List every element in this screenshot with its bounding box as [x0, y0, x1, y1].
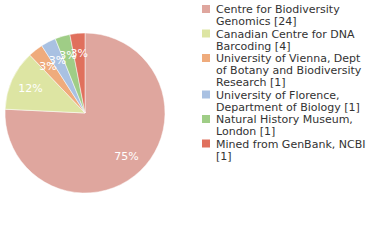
legend-label: Natural History Museum,London [1]: [216, 113, 353, 138]
legend-swatch: [202, 5, 210, 13]
legend-label: Centre for BiodiversityGenomics [24]: [216, 3, 340, 28]
legend-swatch: [202, 115, 210, 123]
legend-line: [1]: [216, 150, 232, 163]
data-label: 75%: [114, 150, 138, 163]
slice: [5, 33, 165, 193]
legend-line: Barcoding [4]: [216, 40, 290, 53]
legend-label: University of Florence,Department of Bio…: [216, 89, 360, 114]
legend-line: Mined from GenBank, NCBI: [216, 138, 365, 151]
legend-swatch: [202, 54, 210, 62]
legend-swatch: [202, 91, 210, 99]
data-label: 12%: [18, 82, 42, 95]
pie: [5, 33, 165, 193]
chart: 75%12%3%3%3%3%Centre for BiodiversityGen…: [0, 0, 380, 240]
legend: Centre for BiodiversityGenomics [24]Cana…: [202, 3, 365, 163]
legend-label: University of Vienna, Deptof Botany and …: [216, 52, 362, 89]
legend-line: London [1]: [216, 125, 275, 138]
legend-line: Department of Biology [1]: [216, 101, 360, 114]
legend-swatch: [202, 30, 210, 38]
legend-label: Mined from GenBank, NCBI[1]: [216, 138, 365, 163]
legend-swatch: [202, 140, 210, 148]
legend-label: Canadian Centre for DNABarcoding [4]: [216, 28, 355, 53]
slice: [70, 33, 85, 113]
legend-line: Research [1]: [216, 76, 286, 89]
legend-line: Genomics [24]: [216, 15, 297, 28]
slice-labels: 75%12%3%3%3%3%: [18, 47, 138, 163]
data-label: 3%: [71, 47, 88, 60]
